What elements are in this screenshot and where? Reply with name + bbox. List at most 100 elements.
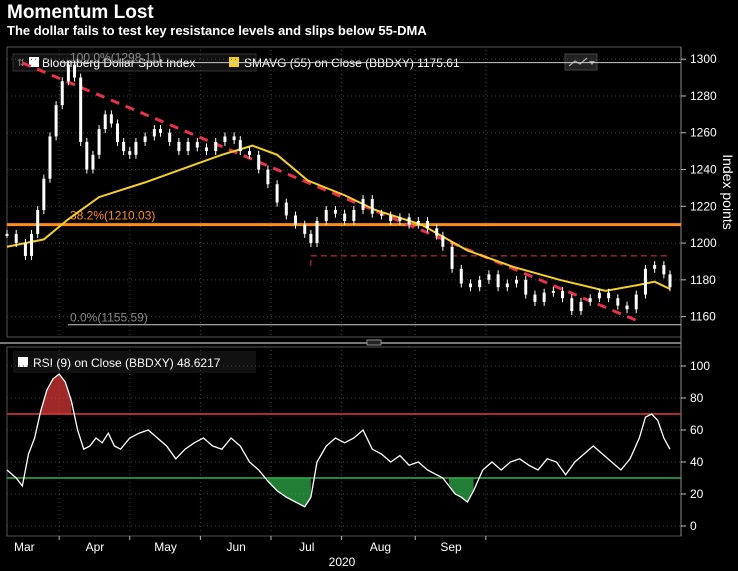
price-candle [42,178,46,210]
price-candle [361,198,365,210]
price-candle [570,298,574,312]
sma-55-line [6,144,671,292]
page-title: Momentum Lost [7,2,154,23]
rsi-oversold-fill [267,478,311,507]
legend-swatch-rsi [18,357,28,367]
price-candle [407,217,411,225]
resistance-dashed-line [310,255,670,266]
price-candle [616,298,620,306]
rsi-ytick-label: 40 [690,455,704,469]
price-candle [459,268,463,284]
price-candle [109,114,113,124]
price-candle [284,202,288,216]
xtick-label: Mar [14,540,35,554]
price-candle [14,233,18,244]
rsi-panel-frame [6,346,682,537]
price-candle [54,105,58,137]
price-candle [257,154,261,170]
price-candle [223,136,227,142]
price-candle [143,136,147,142]
legend-swatch-price [29,57,39,67]
legend-swatch-sma [229,57,239,67]
price-candle [597,292,601,299]
rsi-ytick-label: 100 [690,359,710,373]
price-candle [505,283,509,288]
price-candle [468,283,472,288]
price-candle [315,221,319,244]
rsi-oversold-fill [449,478,474,502]
price-candle [533,294,537,302]
price-candle [579,301,583,312]
price-ytick-label: 1240 [690,163,717,177]
price-candle [333,209,337,214]
price-candle [294,215,298,225]
rsi-ytick-label: 20 [690,487,704,501]
price-candle [668,274,672,288]
price-candle [398,217,402,221]
price-candle [607,292,611,299]
xtick-label: Jul [299,540,314,554]
rsi-overbought-fill [40,374,72,414]
price-candle [238,140,242,152]
price-candle [487,274,491,280]
x-axis-year: 2020 [329,555,356,569]
price-candle [343,213,347,221]
price-ytick-label: 1220 [690,199,717,213]
price-candle [496,274,500,288]
price-candle [48,136,52,179]
price-candle [653,265,657,269]
price-candle [103,114,107,130]
price-panel-frame [6,46,682,338]
fib-382-label: 38.2%(1210.03) [70,209,155,223]
price-ytick-label: 1200 [690,236,717,250]
price-candle [435,228,439,236]
price-candle [247,151,251,155]
price-candle [542,292,546,302]
xtick-label: Aug [370,540,391,554]
rsi-ytick-label: 80 [690,391,704,405]
price-candle [66,64,70,82]
price-candle [303,224,307,234]
price-candle [30,233,34,256]
price-candle [309,233,313,244]
price-candle [214,141,218,152]
chart-type-menu[interactable] [564,53,598,71]
price-ytick-label: 1260 [690,126,717,140]
price-candle [551,290,555,293]
xtick-label: May [154,540,177,554]
price-candle [634,294,638,310]
legend-toggle-icon[interactable]: ⇅ [17,58,25,69]
price-candle [128,151,132,155]
price-candle [515,279,519,284]
price-candle [122,141,126,152]
price-candle [79,77,83,142]
price-candle [643,268,647,295]
rsi-ytick-label: 60 [690,423,704,437]
price-candle [85,141,89,170]
price-candle [561,290,565,299]
xtick-label: Sep [440,540,462,554]
price-candle [352,209,356,221]
price-candle [73,64,77,78]
price-candle [450,246,454,269]
price-candle [177,141,181,152]
price-candle [36,209,40,234]
price-candle [168,132,172,142]
fib-0-label: 0.0%(1155.59) [70,311,148,325]
price-ytick-label: 1280 [690,89,717,103]
price-candle [5,233,9,236]
rsi-line [6,373,671,508]
price-candle [379,213,383,216]
price-candle [524,279,528,295]
legend-rsi: RSI (9) on Close (BBDXY) 48.6217 [13,351,256,373]
price-candle [195,141,199,148]
fib-100-label: 100.0%(1298.11) [70,51,161,65]
y-axis-label: Index points [720,154,736,230]
price-candle [205,147,209,152]
page-subtitle: The dollar fails to test key resistance … [7,23,427,38]
price-candle [275,184,279,203]
price-candle [416,221,420,225]
price-candle [158,129,162,133]
price-candle [324,209,328,221]
panel-resize-handle[interactable] [366,339,382,346]
